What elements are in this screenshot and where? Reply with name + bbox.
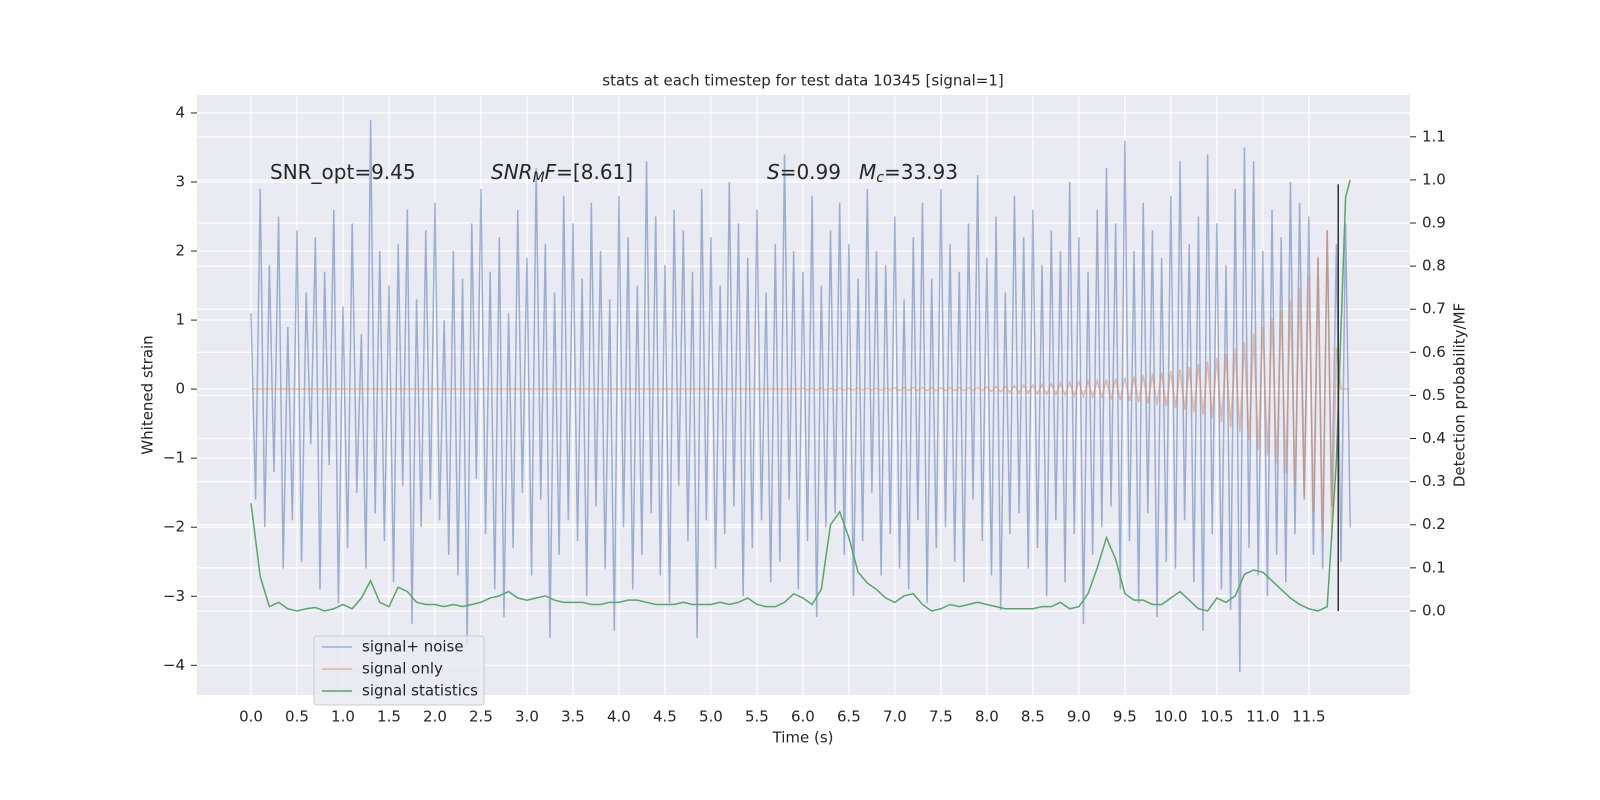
y-axis-label: Whitened strain [139, 335, 157, 454]
y-tick-label: 2 [175, 242, 185, 260]
y2-tick-label: 0.5 [1422, 386, 1446, 404]
x-tick-label: 3.5 [561, 708, 585, 726]
x-tick-label: 0.5 [285, 708, 309, 726]
y-tick-label: 4 [175, 103, 185, 121]
x-tick-label: 10.5 [1200, 708, 1233, 726]
annotation: Mc=33.93 [859, 160, 958, 187]
annotation-part: S [767, 160, 780, 184]
x-tick-label: 4.0 [607, 708, 631, 726]
legend-label: signal statistics [362, 682, 478, 700]
x-tick-label: 2.0 [423, 708, 447, 726]
annotation-part: =33.93 [884, 160, 958, 184]
y2-tick-label: 0.6 [1422, 343, 1446, 361]
y-tick-label: −1 [163, 449, 185, 467]
series-line [250, 119, 1351, 673]
x-tick-label: 1.5 [377, 708, 401, 726]
y-tick-label: 3 [175, 172, 185, 190]
x-tick-label: 10.0 [1154, 708, 1187, 726]
y2-tick-label: 0.8 [1422, 257, 1446, 275]
annotation-part: c [876, 170, 884, 186]
y2-tick-label: 0.2 [1422, 515, 1446, 533]
series-line [250, 230, 1351, 542]
y-tick-label: −2 [163, 518, 185, 536]
x-tick-label: 11.0 [1246, 708, 1279, 726]
y2-tick-label: 0.7 [1422, 300, 1446, 318]
x-tick-label: 0.0 [239, 708, 263, 726]
annotation-part: =[8.61] [556, 160, 633, 184]
x-tick-label: 6.5 [837, 708, 861, 726]
x-tick-label: 9.5 [1113, 708, 1137, 726]
y2-axis-label: Detection probability/MF [1451, 303, 1469, 487]
y-tick-label: 1 [175, 311, 185, 329]
x-tick-label: 5.0 [699, 708, 723, 726]
y2-tick-label: 1.1 [1422, 127, 1446, 145]
x-tick-label: 7.5 [929, 708, 953, 726]
y-tick-label: −4 [163, 656, 185, 674]
annotation-part: =0.99 [780, 160, 841, 184]
y-tick-label: −3 [163, 587, 185, 605]
legend-label: signal+ noise [362, 638, 464, 656]
x-tick-label: 4.5 [653, 708, 677, 726]
x-tick-label: 3.0 [515, 708, 539, 726]
x-tick-label: 8.0 [975, 708, 999, 726]
y2-tick-label: 0.0 [1422, 601, 1446, 619]
legend-label: signal only [362, 660, 443, 678]
x-tick-label: 8.5 [1021, 708, 1045, 726]
annotation: S=0.99 [767, 160, 841, 184]
annotation: SNR_opt=9.45 [270, 160, 416, 184]
y2-tick-label: 0.4 [1422, 429, 1446, 447]
annotation: SNRMF=[8.61] [491, 160, 633, 187]
x-tick-label: 2.5 [469, 708, 493, 726]
y2-tick-label: 0.9 [1422, 214, 1446, 232]
annotation-part: M [533, 170, 545, 186]
y-tick-label: 0 [175, 380, 185, 398]
chart-title: stats at each timestep for test data 103… [602, 72, 1003, 90]
y2-tick-label: 1.0 [1422, 170, 1446, 188]
x-tick-label: 6.0 [791, 708, 815, 726]
x-tick-label: 9.0 [1067, 708, 1091, 726]
annotation-part: SNR_opt=9.45 [270, 160, 416, 184]
x-tick-label: 1.0 [331, 708, 355, 726]
legend-box [313, 635, 485, 706]
x-tick-label: 5.5 [745, 708, 769, 726]
annotation-part: SNR [491, 160, 533, 184]
annotation-part: F [545, 160, 557, 184]
y2-tick-label: 0.1 [1422, 558, 1446, 576]
y2-tick-label: 0.3 [1422, 472, 1446, 490]
series-line [250, 179, 1351, 612]
x-tick-label: 11.5 [1292, 708, 1325, 726]
legend: signal+ noise signal only signal statistic… [313, 635, 485, 706]
x-axis-label: Time (s) [772, 729, 834, 747]
x-tick-label: 7.0 [883, 708, 907, 726]
annotation-part: M [859, 160, 876, 184]
